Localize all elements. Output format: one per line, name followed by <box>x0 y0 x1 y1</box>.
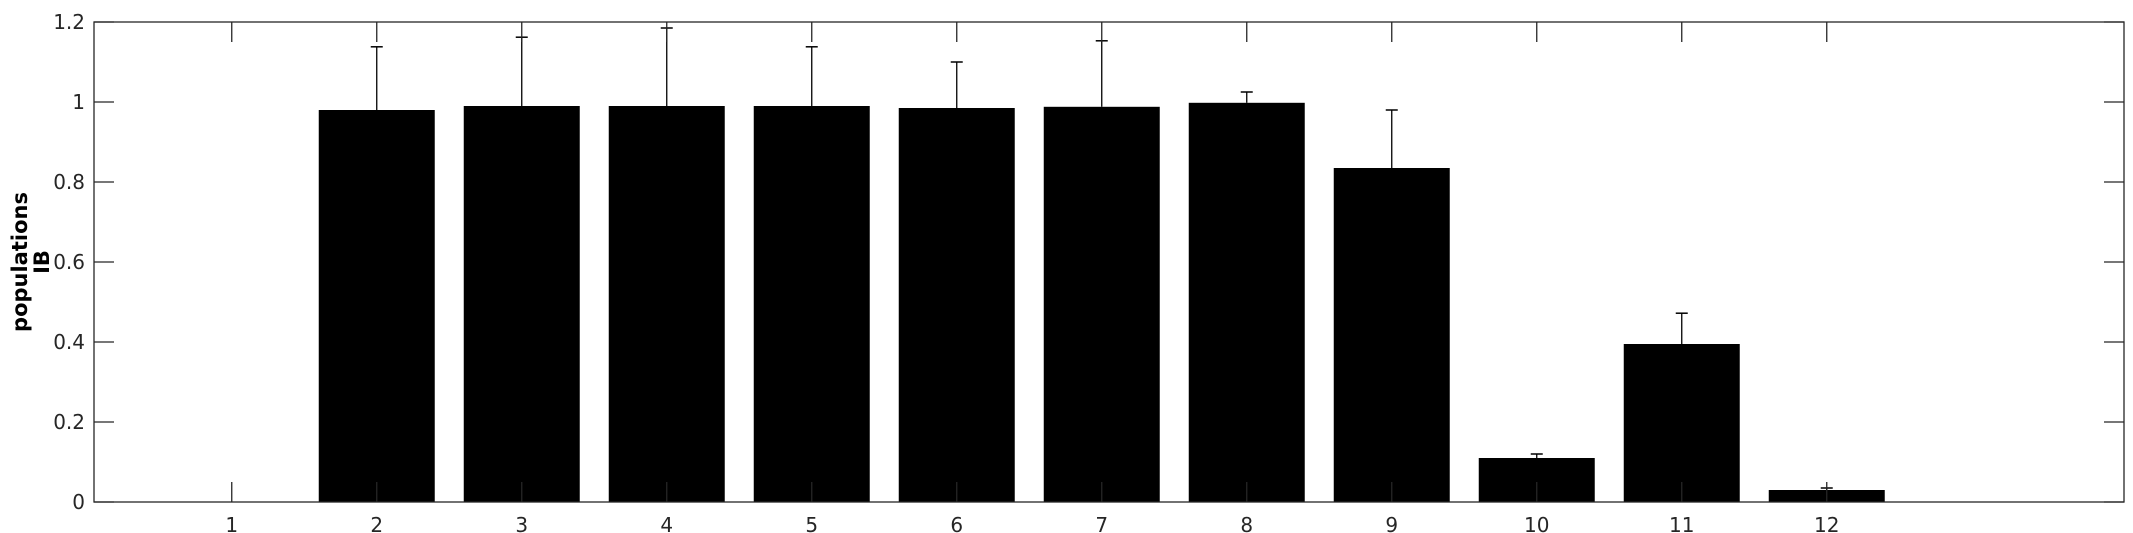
y-tick-label-3: 0.6 <box>53 250 85 274</box>
bar-11 <box>1623 344 1740 502</box>
error-bars-group <box>370 27 1833 490</box>
bars-group <box>318 102 1885 503</box>
x-tick-label-1: 1 <box>225 513 238 533</box>
bar-2 <box>318 110 435 502</box>
x-tick-labels: 1 2 3 4 5 6 7 8 9 10 11 12 <box>225 513 1839 533</box>
bar-3 <box>463 106 580 502</box>
bar-9 <box>1333 168 1450 502</box>
x-tick-label-10: 10 <box>1524 513 1549 533</box>
bar-6 <box>898 108 1015 502</box>
y-axis-label-line-2: IB <box>30 250 54 274</box>
bar-7 <box>1043 106 1160 503</box>
y-tick-label-0: 0 <box>72 490 85 514</box>
x-tick-label-8: 8 <box>1240 513 1253 533</box>
axes-box <box>93 21 2125 503</box>
y-tick-labels: 0 0.2 0.4 0.6 0.8 1 1.2 <box>53 10 85 514</box>
x-tick-label-3: 3 <box>515 513 528 533</box>
y-axis-label: populations IB <box>8 192 54 332</box>
bar-4 <box>608 106 725 502</box>
bar-8 <box>1188 102 1305 503</box>
y-tick-label-4: 0.8 <box>53 170 85 194</box>
bar-5 <box>753 106 870 502</box>
y-tick-label-6: 1.2 <box>53 10 85 34</box>
x-tick-label-9: 9 <box>1385 513 1398 533</box>
x-tick-label-4: 4 <box>660 513 673 533</box>
x-tick-label-7: 7 <box>1095 513 1108 533</box>
y-axis-label-line-1: populations <box>8 192 32 332</box>
y-tick-label-5: 1 <box>72 90 85 114</box>
x-tick-label-6: 6 <box>950 513 963 533</box>
x-tick-label-5: 5 <box>805 513 818 533</box>
x-tick-label-2: 2 <box>370 513 383 533</box>
ticks-group <box>94 21 2124 503</box>
x-tick-label-12: 12 <box>1814 513 1839 533</box>
x-tick-label-11: 11 <box>1669 513 1694 533</box>
y-tick-label-1: 0.2 <box>53 410 85 434</box>
y-tick-label-2: 0.4 <box>53 330 85 354</box>
